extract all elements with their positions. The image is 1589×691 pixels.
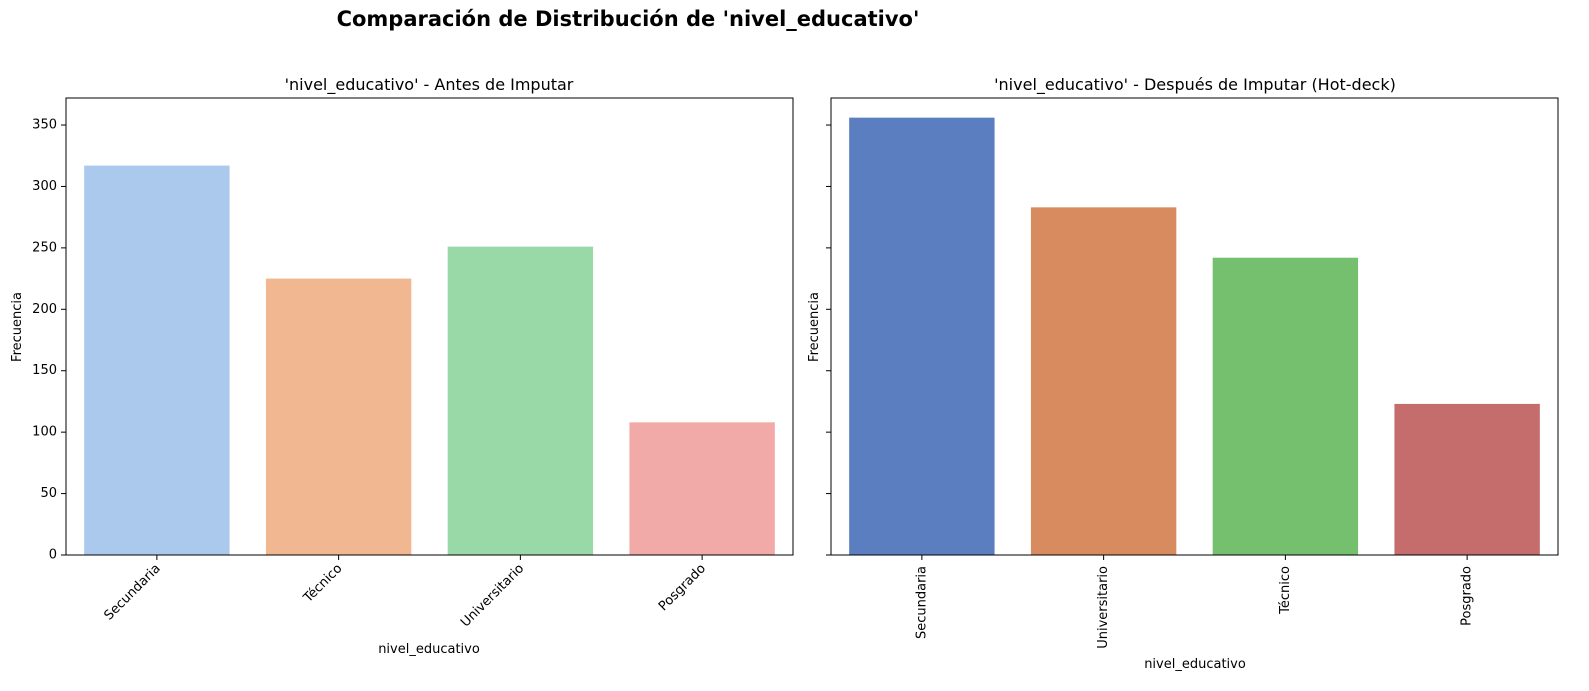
chart-panel-after: 'nivel_educativo' - Después de Imputar (… <box>807 75 1559 672</box>
x-tick-label: Universitario <box>458 561 527 630</box>
bar-before-técnico <box>265 278 412 555</box>
y-tick-label: 100 <box>32 425 57 440</box>
bars-after <box>849 117 1540 555</box>
y-tick-label: 150 <box>32 363 57 378</box>
chart-title-after: 'nivel_educativo' - Después de Imputar (… <box>994 75 1396 95</box>
plot-frame-after <box>830 97 1559 556</box>
plot-frame-before <box>65 97 794 556</box>
x-tick-label: Posgrado <box>656 561 709 614</box>
bar-after-secundaria <box>849 117 995 555</box>
bar-before-universitario <box>447 246 594 556</box>
bar-before-posgrado <box>629 422 775 555</box>
x-ticks-before: Secundaria Técnico Universitario Posgrado <box>101 555 709 630</box>
x-ticks-after: Secundaria Universitario Técnico Posgrado <box>914 555 1475 649</box>
x-tick-label: Técnico <box>300 561 345 606</box>
y-tick-label: 0 <box>49 548 57 563</box>
y-tick-label: 300 <box>32 179 57 194</box>
y-tick-label: 350 <box>32 118 57 133</box>
bar-after-posgrado <box>1394 403 1540 555</box>
x-tick-label: Secundaria <box>914 566 929 639</box>
x-tick-label: Secundaria <box>101 561 163 623</box>
bar-before-secundaria <box>84 165 230 555</box>
x-tick-label: Universitario <box>1096 566 1111 649</box>
y-tick-label: 250 <box>32 240 57 255</box>
x-axis-label-after: nivel_educativo <box>1144 657 1246 672</box>
y-axis-label-after: Frecuencia <box>807 292 822 362</box>
figure-suptitle: Comparación de Distribución de 'nivel_ed… <box>337 7 920 31</box>
y-axis-label-before: Frecuencia <box>10 292 25 362</box>
y-ticks-after <box>826 124 831 556</box>
chart-panel-before: 'nivel_educativo' - Antes de Imputar niv… <box>10 75 794 657</box>
y-ticks-before: 0 50 100 150 200 250 300 350 <box>32 118 66 563</box>
bars-before <box>84 165 775 556</box>
bar-after-técnico <box>1212 257 1359 555</box>
chart-title-before: 'nivel_educativo' - Antes de Imputar <box>285 75 574 95</box>
x-axis-label-before: nivel_educativo <box>378 642 480 657</box>
bar-after-universitario <box>1030 207 1177 555</box>
x-tick-label: Posgrado <box>1460 566 1475 626</box>
y-tick-label: 200 <box>32 302 57 317</box>
y-tick-label: 50 <box>40 486 57 501</box>
x-tick-label: Técnico <box>1278 566 1293 615</box>
